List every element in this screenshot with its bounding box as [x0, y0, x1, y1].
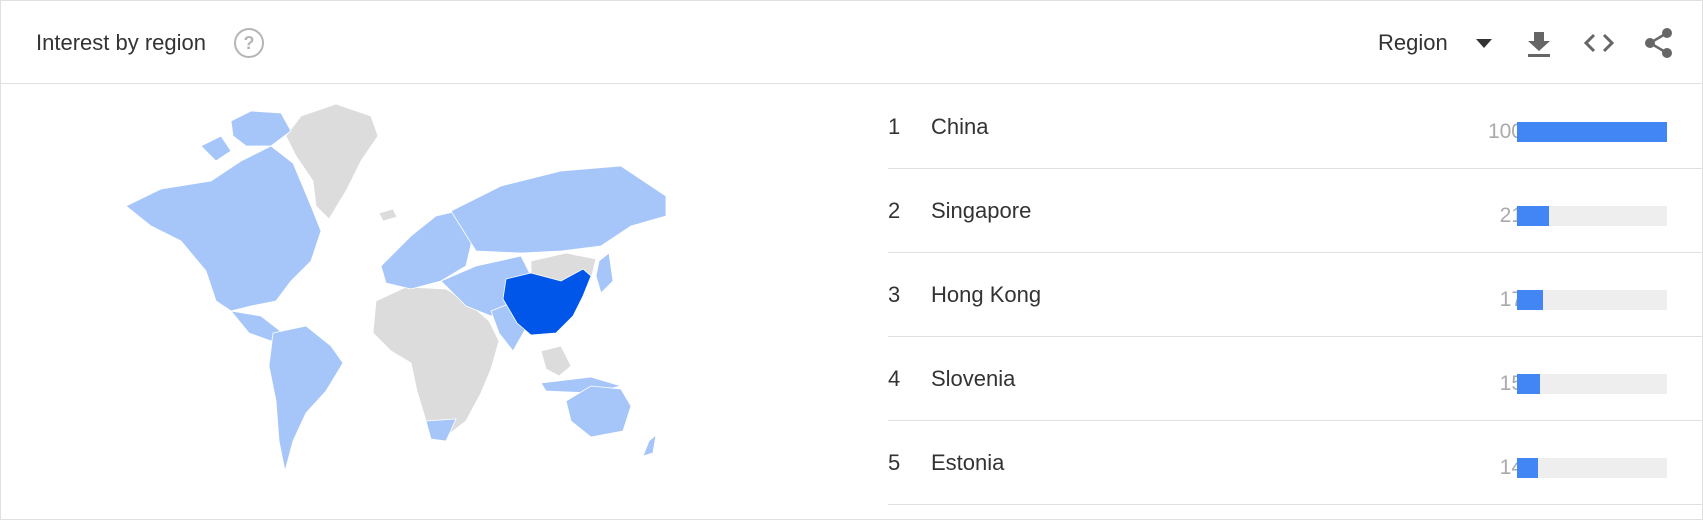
region-row[interactable]: 3 Hong Kong 17	[888, 253, 1703, 337]
region-bar-track	[1517, 206, 1667, 226]
map-some-interest-regions	[125, 110, 667, 472]
region-bar-fill	[1517, 290, 1543, 310]
region-bar-track	[1517, 122, 1667, 142]
embed-code-icon[interactable]	[1581, 25, 1617, 61]
region-rank: 4	[888, 366, 901, 391]
region-rank: 2	[888, 198, 901, 223]
region-rank: 1	[888, 114, 901, 139]
region-ranking-list: 1 China 100 2 Singapore 21 3 Hong Kong 1…	[888, 85, 1703, 505]
region-bar-fill	[1517, 458, 1538, 478]
region-name[interactable]: Singapore	[931, 198, 1032, 223]
region-name[interactable]: Slovenia	[931, 366, 1016, 391]
caret-down-icon	[1475, 38, 1492, 48]
region-bar-track	[1517, 290, 1667, 310]
region-name[interactable]: Hong Kong	[931, 282, 1042, 307]
share-icon[interactable]	[1641, 25, 1677, 61]
card-header: Interest by region ? Region	[1, 1, 1702, 84]
region-bar-fill	[1517, 374, 1540, 394]
region-name[interactable]: Estonia	[931, 450, 1005, 475]
map-no-data-regions	[285, 103, 597, 440]
region-name[interactable]: China	[931, 114, 989, 139]
region-bar-track	[1517, 374, 1667, 394]
help-circle-icon[interactable]: ?	[234, 28, 264, 58]
region-value: 100	[1487, 120, 1523, 143]
region-resolution-dropdown[interactable]: Region	[1378, 25, 1492, 61]
card-title: Interest by region	[36, 30, 206, 55]
region-bar-fill	[1517, 122, 1667, 142]
region-bar-fill	[1517, 206, 1549, 226]
region-row[interactable]: 2 Singapore 21	[888, 169, 1703, 253]
region-bar-track	[1517, 458, 1667, 478]
region-row[interactable]: 1 China 100	[888, 85, 1703, 169]
map-top-region-china	[502, 268, 592, 336]
region-row[interactable]: 5 Estonia 14	[888, 421, 1703, 505]
world-map[interactable]	[121, 101, 741, 491]
region-row[interactable]: 4 Slovenia 15	[888, 337, 1703, 421]
region-rank: 5	[888, 450, 901, 475]
download-icon[interactable]	[1521, 25, 1557, 61]
region-dropdown-label: Region	[1378, 30, 1448, 55]
region-rank: 3	[888, 282, 901, 307]
